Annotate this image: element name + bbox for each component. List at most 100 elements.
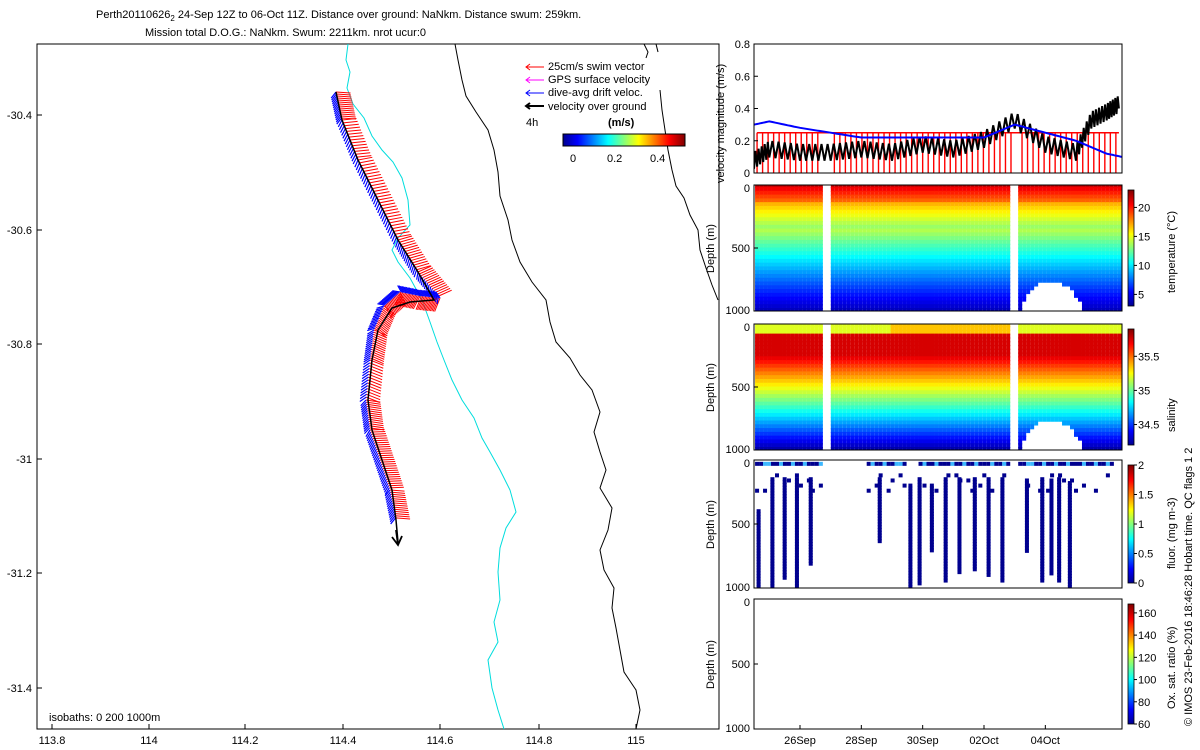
- profile-cell: [1054, 185, 1059, 189]
- swim-vector: [362, 165, 377, 170]
- profile-cell: [946, 300, 951, 306]
- profile-cell: [1034, 232, 1039, 238]
- profile-cell: [1050, 266, 1055, 272]
- profile-cell: [790, 304, 795, 310]
- profile-cell: [846, 443, 851, 449]
- profile-cell: [898, 255, 903, 261]
- profile-cell: [854, 273, 859, 279]
- profile-cell: [790, 390, 795, 396]
- profile-cell: [986, 289, 991, 295]
- drift-vector: [366, 331, 375, 337]
- profile-cell: [763, 326, 768, 332]
- profile-cell: [902, 367, 907, 373]
- profile-cell: [842, 405, 847, 411]
- profile-cell: [755, 375, 760, 381]
- profile-cell: [1077, 285, 1082, 291]
- profile-cell: [914, 324, 919, 328]
- profile-cell: [982, 224, 987, 230]
- profile-cell: [775, 324, 779, 328]
- profile-cell: [775, 367, 779, 373]
- profile-cell: [850, 443, 855, 449]
- drift-vector: [382, 216, 388, 225]
- profile-cell: [782, 217, 787, 223]
- profile-cell: [858, 187, 863, 193]
- profile-cell: [782, 273, 787, 279]
- profile-cell: [790, 247, 795, 253]
- drift-vector: [354, 159, 359, 168]
- profile-cell: [870, 185, 875, 189]
- profile-cell: [1074, 258, 1078, 264]
- profile-cell: [802, 209, 807, 215]
- drift-vector: [363, 355, 371, 361]
- profile-cell: [782, 412, 787, 418]
- profile-cell: [854, 386, 859, 392]
- drift-vector: [364, 346, 373, 352]
- profile-cell: [898, 431, 903, 437]
- profile-cell: [830, 262, 835, 268]
- swim-vector: [395, 515, 410, 518]
- profile-cell: [922, 439, 927, 445]
- profile-cell: [930, 439, 935, 445]
- profile-cell: [918, 394, 923, 400]
- profile-cell: [814, 262, 819, 268]
- profile-cell: [775, 270, 779, 276]
- profile-cell: [830, 439, 835, 445]
- profile-cell: [786, 236, 791, 242]
- profile-cell: [1089, 221, 1094, 227]
- profile-cell: [890, 401, 895, 407]
- profile-cell: [818, 258, 823, 264]
- drift-vector: [364, 179, 369, 188]
- drift-vector: [385, 222, 390, 231]
- profile-cell: [771, 420, 776, 426]
- profile-cell: [898, 292, 903, 298]
- profile-cell: [954, 285, 959, 291]
- profile-cell: [998, 266, 1003, 272]
- profile-cell: [1074, 266, 1078, 272]
- profile-cell: [850, 266, 855, 272]
- profile-cell: [942, 224, 947, 230]
- isobath-200m: [345, 43, 517, 730]
- profile-cell: [830, 352, 835, 358]
- profile-cell: [926, 270, 931, 276]
- profile-cell: [986, 273, 991, 279]
- profile-cell: [894, 185, 899, 189]
- profile-cell: [775, 251, 779, 257]
- profile-cell: [782, 428, 787, 434]
- profile-cell: [818, 205, 823, 211]
- profile-cell: [894, 292, 899, 298]
- profile-cell: [1026, 243, 1031, 249]
- profile-cell: [1074, 243, 1078, 249]
- profile-cell: [814, 394, 819, 400]
- profile-cell: [898, 221, 903, 227]
- profile-cell: [1062, 217, 1067, 223]
- profile-data: [755, 185, 1122, 311]
- profile-cell: [786, 439, 791, 445]
- profile-cell: [858, 424, 863, 430]
- profile-cell: [998, 232, 1003, 238]
- profile-cell: [775, 386, 779, 392]
- profile-cell: [1105, 202, 1110, 208]
- profile-cell: [830, 296, 835, 302]
- profile-cell: [958, 202, 963, 208]
- drift-vector: [392, 290, 401, 293]
- profile-cell: [798, 409, 803, 415]
- profile-cell: [874, 428, 879, 434]
- profile-cell: [966, 266, 971, 272]
- map-legend: 25cm/s swim vector GPS surface velocity …: [524, 61, 686, 165]
- profile-cell: [858, 443, 863, 449]
- swim-vector: [372, 338, 387, 345]
- profile-cell: [878, 251, 883, 257]
- profile-cell: [1117, 185, 1122, 189]
- profile-cell: [894, 205, 899, 211]
- profile-cell: [1046, 236, 1051, 242]
- profile-cell: [1105, 236, 1110, 242]
- profile-cell: [1093, 262, 1098, 268]
- legend-swim-label: 25cm/s swim vector: [548, 61, 645, 73]
- profile-cell: [862, 251, 867, 257]
- drift-vector: [364, 348, 372, 354]
- profile-cell: [814, 363, 819, 369]
- profile-cell: [886, 277, 891, 283]
- profile-cell: [882, 308, 887, 311]
- profile-cell: [1097, 221, 1102, 227]
- profile-cell: [842, 428, 847, 434]
